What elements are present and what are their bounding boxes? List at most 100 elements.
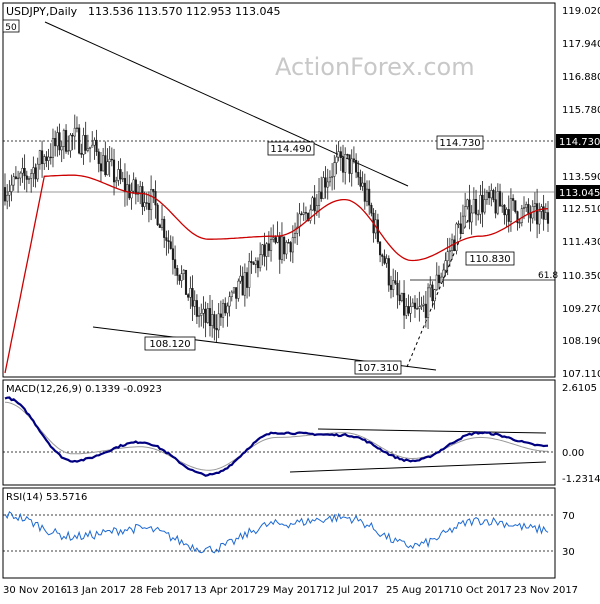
last-price-label: 113.045 (559, 188, 600, 199)
candle-body (363, 182, 366, 202)
candle-body (27, 178, 31, 180)
candle-body (272, 237, 275, 240)
rsi-tick: 30 (562, 547, 575, 558)
candle-body (365, 188, 369, 202)
label-box-107310 (354, 360, 402, 375)
candle-body (150, 189, 153, 210)
candle-body (222, 303, 225, 318)
price-tick: 109.270 (562, 304, 600, 315)
candle-body (115, 180, 118, 183)
candle-body (80, 152, 83, 155)
resistance-price-label: 114.730 (559, 137, 600, 148)
candle-body (398, 294, 401, 301)
candle-body (494, 199, 497, 214)
candle-body (304, 212, 307, 214)
candle-body (498, 191, 502, 207)
candle-body (73, 127, 76, 137)
candle-body (461, 215, 465, 234)
candle-body (226, 305, 229, 314)
candle-body (337, 151, 340, 158)
candle-body (6, 194, 9, 202)
candle-body (341, 157, 345, 173)
macd-panel-frame (2, 379, 556, 486)
candle-body (453, 239, 456, 252)
price-tick: 119.020 (562, 6, 600, 17)
candle-body (189, 288, 192, 298)
candle-body (387, 258, 390, 286)
candle-body (326, 181, 329, 188)
candle-body (126, 184, 129, 192)
candle-body (167, 240, 170, 242)
candle-body (195, 300, 198, 317)
candle-body (235, 287, 238, 299)
candle-body (71, 134, 74, 137)
candle-body (457, 223, 460, 225)
candle-body (400, 292, 403, 301)
candle-body (132, 179, 135, 192)
candle-body (389, 284, 393, 290)
candle-body (191, 288, 194, 307)
candle-body (121, 178, 124, 180)
candle-body (490, 190, 493, 199)
candle-body (200, 313, 203, 316)
candle-body (58, 132, 61, 151)
candle-body (407, 306, 410, 314)
candle-body (485, 192, 488, 200)
candle-body (110, 158, 113, 161)
label-box-114490 (267, 141, 315, 156)
candle-body (152, 189, 155, 192)
candle-body (215, 328, 218, 331)
symbol-title: USDJPY,Daily (6, 5, 78, 18)
candle-body (464, 206, 467, 217)
price-tick: 117.940 (562, 39, 600, 50)
x-tick: 28 Feb 2017 (130, 585, 192, 596)
candle-body (538, 211, 541, 225)
candle-body (505, 209, 508, 216)
candle-body (36, 163, 39, 180)
candle-body (65, 130, 68, 152)
candle-body (276, 235, 279, 243)
candle-body (49, 156, 52, 159)
candle-body (536, 203, 539, 225)
candle-body (246, 272, 249, 288)
candle-body (418, 306, 421, 309)
candle-body (88, 146, 92, 149)
candle-body (516, 211, 519, 223)
candle-body (411, 302, 414, 307)
candle-body (130, 190, 133, 199)
candle-body (187, 294, 190, 298)
candle-body (280, 236, 284, 260)
candle-body (95, 139, 98, 153)
candle-body (47, 156, 50, 161)
candle-body (102, 155, 105, 172)
candle-body (211, 314, 214, 326)
price-panel-frame (2, 2, 556, 378)
candle-body (256, 260, 260, 269)
candle-body (82, 135, 85, 155)
candle-body (54, 138, 57, 147)
x-tick: 29 May 2017 (257, 585, 322, 596)
macd-tick: -1.2314 (562, 474, 600, 485)
candle-body (459, 223, 462, 234)
candle-body (160, 218, 164, 228)
candle-body (309, 209, 312, 221)
candle-body (169, 241, 172, 249)
x-tick: 23 Nov 2017 (514, 585, 578, 596)
candle-body (239, 275, 242, 282)
macd-trendline-lower (289, 461, 547, 473)
candle-body (322, 177, 325, 199)
candle-body (433, 289, 436, 302)
candle-body (278, 235, 281, 260)
candle-body (405, 306, 408, 316)
candle-body (403, 292, 406, 316)
x-tick: 25 Aug 2017 (386, 585, 450, 596)
price-tick: 112.510 (562, 204, 600, 215)
candle-body (291, 237, 294, 253)
candle-body (104, 155, 107, 176)
candle-body (344, 154, 347, 173)
rsi-tick: 70 (562, 511, 575, 522)
candle-body (267, 243, 270, 251)
candle-body (324, 177, 327, 188)
candle-body (300, 213, 303, 215)
candle-body (392, 280, 395, 290)
